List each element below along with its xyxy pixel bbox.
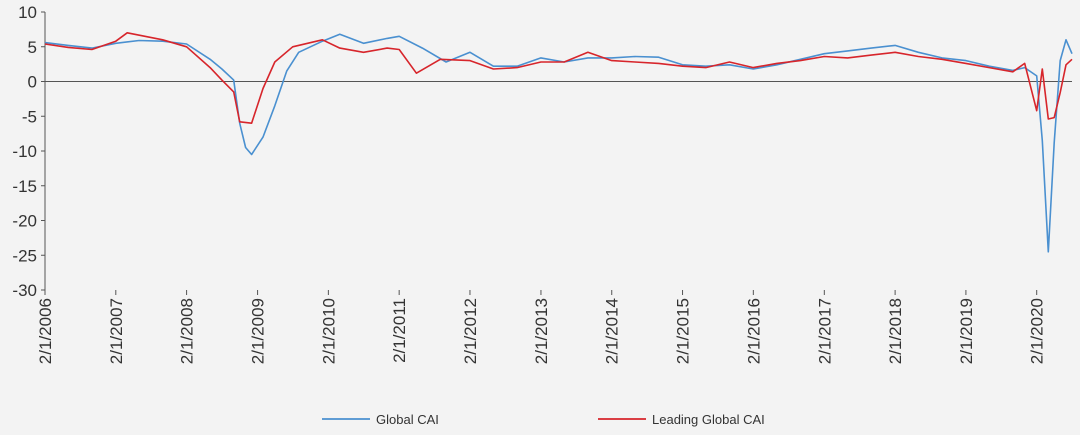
- x-tick-labels: 2/1/2006 2/1/2007 2/1/2008 2/1/2009 2/1/2010…: [36, 290, 1047, 364]
- y-tick-label: 5: [28, 38, 37, 57]
- x-tick-label: 2/1/2011: [390, 298, 409, 363]
- axes: [44, 12, 1072, 290]
- legend-label: Leading Global CAI: [652, 412, 765, 427]
- x-tick-label: 2/1/2020: [1028, 298, 1047, 364]
- x-tick-label: 2/1/2019: [957, 298, 976, 364]
- y-tick-label: -20: [12, 212, 37, 231]
- series-line-global-cai: [44, 33, 1073, 253]
- x-tick-label: 2/1/2009: [249, 298, 268, 364]
- y-tick-label: -15: [12, 177, 37, 196]
- x-tick-label: 2/1/2006: [36, 298, 55, 364]
- y-tick-label: 0: [28, 73, 37, 92]
- series-line-leading-global-cai: [44, 31, 1073, 124]
- y-tick-label: 10: [18, 3, 37, 22]
- x-tick-label: 2/1/2010: [319, 298, 338, 364]
- x-tick-label: 2/1/2014: [603, 298, 622, 364]
- x-tick-label: 2/1/2013: [532, 298, 551, 364]
- legend: Global CAI Leading Global CAI: [322, 412, 765, 427]
- x-tick-label: 2/1/2018: [886, 298, 905, 364]
- legend-label: Global CAI: [376, 412, 439, 427]
- x-tick-label: 2/1/2012: [461, 298, 480, 364]
- x-tick-label: 2/1/2016: [744, 298, 763, 364]
- x-tick-label: 2/1/2017: [815, 298, 834, 364]
- y-tick-label: -5: [22, 107, 37, 126]
- x-tick-label: 2/1/2015: [674, 298, 693, 364]
- series-lines: [44, 31, 1073, 253]
- y-tick-label: -25: [12, 246, 37, 265]
- y-tick-label: -30: [12, 281, 37, 300]
- x-tick-label: 2/1/2008: [178, 298, 197, 364]
- y-tick-labels: 10 5 0 -5 -10 -15 -20 -25 -30: [12, 3, 45, 300]
- x-tick-label: 2/1/2007: [107, 298, 126, 364]
- y-tick-label: -10: [12, 142, 37, 161]
